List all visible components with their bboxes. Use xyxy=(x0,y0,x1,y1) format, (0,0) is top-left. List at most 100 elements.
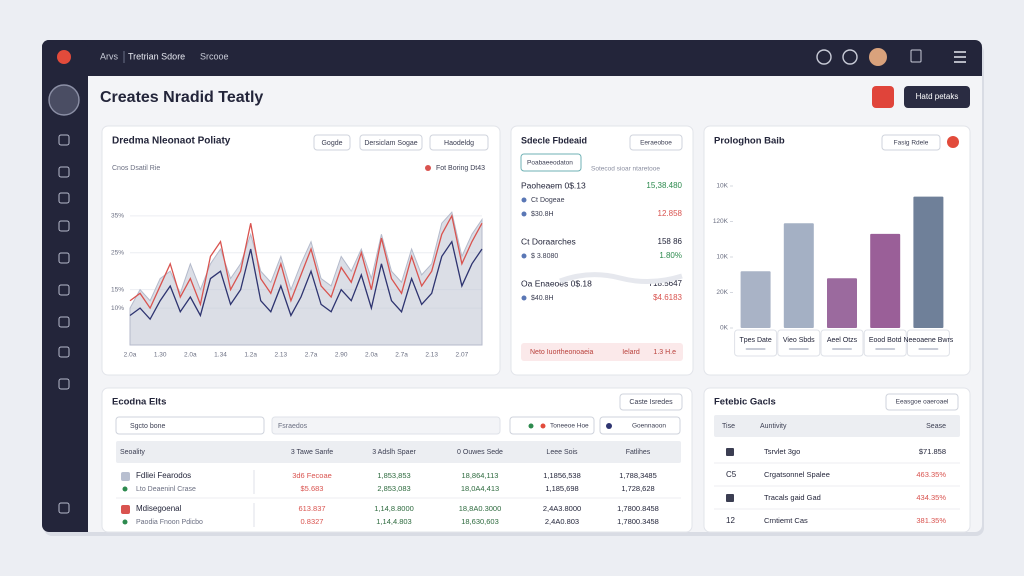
item-change: $4.6183 xyxy=(653,293,682,302)
cell: 1,7800.8458 xyxy=(617,504,659,513)
action-icon-button[interactable] xyxy=(872,86,894,108)
sparkline xyxy=(559,272,683,284)
dropdown[interactable] xyxy=(885,393,959,411)
y-tick-label: 10% xyxy=(111,305,124,312)
item-label: Ct Doraarches xyxy=(521,236,576,246)
nav-icon[interactable] xyxy=(58,316,70,328)
cell: 3d6 Fecoae xyxy=(292,471,332,480)
cell: 18,630,603 xyxy=(461,517,499,526)
text-input[interactable] xyxy=(520,153,582,172)
row-icon xyxy=(726,448,734,456)
nav-icon[interactable] xyxy=(58,346,70,358)
column-header: Leee Sois xyxy=(546,449,578,456)
x-tick-label: 2.7a xyxy=(305,352,318,359)
chip-label: Caste Isredes xyxy=(629,399,673,406)
column-header: 0 Ouwes Sede xyxy=(457,449,503,456)
chip-label: Dersiclam Sogae xyxy=(364,140,417,147)
nav-icon[interactable] xyxy=(58,166,70,178)
filter-input[interactable] xyxy=(271,416,501,435)
x-tick-label: 2.0a xyxy=(124,352,137,359)
cell: 0.8327 xyxy=(301,517,324,526)
column-header: Tise xyxy=(722,423,735,430)
option-select[interactable] xyxy=(599,416,681,435)
card-title: Dredma Nleonaot Poliaty xyxy=(112,136,231,147)
item-detail: $ 3.8080 xyxy=(531,253,558,260)
icon-button[interactable] xyxy=(842,49,858,65)
category-rule xyxy=(745,348,766,350)
chip-button[interactable] xyxy=(313,134,351,151)
cell: 1,1856,538 xyxy=(543,471,581,480)
tag-select[interactable] xyxy=(509,416,595,435)
y-tick-label: 15% xyxy=(111,286,124,293)
row-activity: Tsrvlet 3go xyxy=(764,447,800,456)
nav-icon[interactable] xyxy=(58,502,70,514)
item-detail: $40.8H xyxy=(531,295,554,302)
dropdown[interactable] xyxy=(881,134,941,151)
status-dot[interactable] xyxy=(947,136,959,148)
footer-banner xyxy=(521,343,683,361)
footer-text: Ielard xyxy=(622,349,640,356)
cell: 1,853,853 xyxy=(377,471,410,480)
row-value: 381.35% xyxy=(916,516,946,525)
category-box xyxy=(863,329,907,357)
y-tick-label: 10K xyxy=(716,254,728,261)
cell: 18,864,113 xyxy=(462,471,499,480)
icon-button[interactable] xyxy=(910,49,922,63)
x-tick-label: 2.0a xyxy=(184,352,197,359)
footer-text: Neto Iuortheonoaeia xyxy=(530,349,594,356)
x-tick-label: 2.07 xyxy=(456,352,469,359)
row-icon xyxy=(726,494,734,502)
item-dot xyxy=(521,295,527,301)
cell: 1,14,4.803 xyxy=(376,517,411,526)
row-sub: Lto Deaeninl Crase xyxy=(136,486,196,493)
x-tick-label: 1.34 xyxy=(214,352,227,359)
legend-label: Fot Boring Dt43 xyxy=(436,165,485,172)
x-tick-label: Vieo Sbds xyxy=(783,337,815,344)
category-rule xyxy=(918,348,939,350)
x-tick-label: 2.0a xyxy=(365,352,378,359)
button-label: Hatd petaks xyxy=(916,92,959,101)
nav-icon[interactable] xyxy=(58,134,70,146)
bar xyxy=(870,233,901,328)
chip-button[interactable] xyxy=(619,393,683,411)
bar xyxy=(783,223,814,328)
column-header: Fatlihes xyxy=(626,449,651,456)
nav-icon[interactable] xyxy=(58,220,70,232)
item-value: 718.5647 xyxy=(649,279,683,288)
footer-text: 1.3 H.e xyxy=(653,349,676,356)
icon-button[interactable] xyxy=(816,49,832,65)
avatar[interactable] xyxy=(869,48,887,66)
chip-button[interactable] xyxy=(359,134,423,151)
brand: Arvs xyxy=(100,51,119,61)
card-title: Ecodna Elts xyxy=(112,397,166,408)
cell: 613.837 xyxy=(298,504,325,513)
row-value: 434.35% xyxy=(916,493,946,502)
dropdown-label: Eeraeoboe xyxy=(640,140,672,147)
nav-icon[interactable] xyxy=(58,284,70,296)
nav-icon[interactable] xyxy=(58,192,70,204)
search-input[interactable] xyxy=(115,416,265,435)
menu-link[interactable]: Srcooe xyxy=(200,51,229,61)
area xyxy=(129,211,483,346)
category-rule xyxy=(832,348,852,350)
row-name: Fdliei Fearodos xyxy=(136,471,191,480)
chip-button[interactable] xyxy=(429,134,489,151)
option-label: Goennaoon xyxy=(632,423,666,430)
store-name: Tretrian Sdore xyxy=(128,51,185,61)
y-tick-label: 35% xyxy=(111,213,124,220)
column-header: 3 Tawe Sanfe xyxy=(291,449,333,456)
item-dot xyxy=(521,253,527,259)
nav-icon[interactable] xyxy=(58,252,70,264)
primary-button[interactable] xyxy=(904,86,970,108)
search-value: Sgcto bone xyxy=(130,423,166,430)
cell: 1,14,8.8000 xyxy=(374,504,414,513)
line xyxy=(129,213,483,310)
top-bar-fill xyxy=(42,60,982,76)
x-tick-label: 2.7a xyxy=(395,352,408,359)
nav-icon[interactable] xyxy=(58,378,70,390)
line xyxy=(129,240,483,321)
logo xyxy=(57,50,71,64)
category-rule xyxy=(788,348,809,350)
item-dot xyxy=(521,211,527,217)
dropdown[interactable] xyxy=(629,134,683,151)
